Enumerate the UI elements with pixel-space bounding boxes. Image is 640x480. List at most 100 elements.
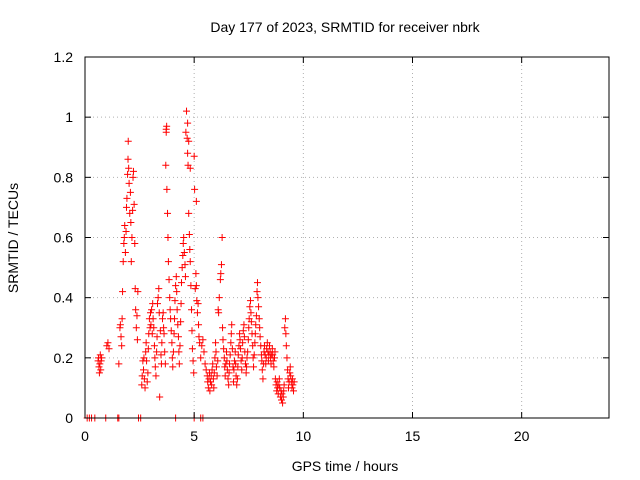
data-point [180,234,188,241]
data-point [119,288,127,296]
data-point [200,348,208,356]
data-point [171,297,179,305]
data-point [282,342,290,350]
data-point [247,318,255,326]
data-point [96,360,104,368]
data-point [189,357,197,365]
data-point [186,246,194,254]
data-point [206,387,214,395]
data-points [83,107,298,422]
data-point [118,342,126,350]
y-tick-label: 0.2 [54,350,74,366]
data-point [231,348,239,356]
data-point [256,324,264,332]
data-point [255,315,263,323]
data-point [258,357,266,365]
data-point [121,221,129,229]
x-tick-label: 20 [514,428,530,444]
data-point [166,294,174,302]
data-point [209,360,217,368]
data-point [185,230,193,238]
data-point [129,167,137,175]
data-point [159,309,167,317]
data-point [98,354,106,362]
data-point [192,197,200,205]
data-point [225,369,233,377]
data-point [213,372,221,380]
y-tick-label: 0.6 [54,230,74,246]
data-point [175,360,183,368]
data-point [193,309,201,317]
data-point [288,384,296,392]
data-point [133,336,141,344]
data-point [228,345,236,353]
data-point [229,378,237,386]
data-point [144,345,152,353]
data-point [281,315,289,323]
data-point [160,330,168,338]
data-point [191,185,199,193]
y-axis-label: SRMTID / TECUs [5,183,21,293]
data-point [199,336,207,344]
data-point [160,324,168,332]
data-point [188,306,196,314]
data-point [181,261,189,269]
data-point [211,354,219,362]
data-point [280,381,288,389]
data-point [191,285,199,293]
data-point [164,209,172,217]
data-point [186,164,194,172]
x-axis-label: GPS time / hours [292,458,399,474]
data-point [161,348,169,356]
data-point [147,309,154,317]
data-point [188,327,196,335]
data-point [121,249,129,257]
data-point [224,375,232,383]
data-point [226,360,234,368]
data-point [195,321,203,329]
data-point [126,188,134,196]
data-point [286,363,294,371]
data-point [241,360,249,368]
data-point [195,333,203,341]
data-point [278,390,286,398]
data-point [217,261,225,269]
data-point [163,185,171,193]
data-point [288,375,296,383]
data-point [164,258,172,266]
data-point [192,270,200,278]
data-point [255,303,263,311]
data-point [188,345,196,353]
data-point [154,294,162,302]
data-point [193,297,201,305]
data-point [184,149,192,157]
data-point [143,357,151,365]
data-point [236,330,244,338]
data-point [219,336,227,344]
data-point [225,381,233,389]
data-point [246,297,254,305]
x-tick-label: 15 [405,428,421,444]
x-tick-label: 0 [81,428,89,444]
data-point [150,324,158,332]
y-tick-label: 0.8 [54,169,74,185]
data-point [251,339,259,347]
data-point [184,119,192,127]
data-point [125,179,133,187]
data-point [167,327,175,335]
tick-labels: 0 5 10 15 20 0 0.2 0.4 0.6 0.8 1 1.2 [54,49,530,444]
data-point [198,342,206,350]
data-point [186,258,194,266]
data-point [141,384,149,392]
data-point [250,351,258,359]
data-point [159,315,167,323]
data-point [286,369,294,377]
data-point [153,348,161,356]
data-point [215,294,223,302]
data-point [265,342,273,350]
x-tick-label: 10 [296,428,312,444]
data-point [115,360,123,368]
y-tick-label: 0.4 [54,290,74,306]
data-point [221,372,229,380]
data-point [210,384,218,392]
